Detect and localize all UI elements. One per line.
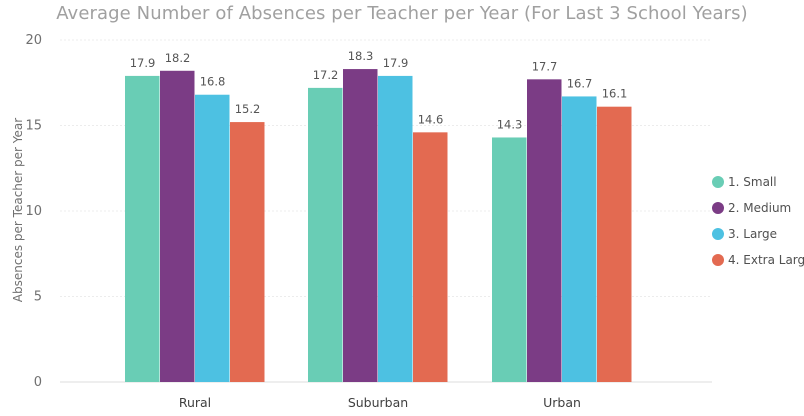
bar-rural-4[interactable] xyxy=(230,122,265,382)
y-tick-label: 15 xyxy=(25,119,42,134)
legend-item[interactable]: 1. Small xyxy=(712,175,777,189)
data-label: 16.7 xyxy=(567,76,593,90)
data-label: 18.2 xyxy=(165,51,191,65)
y-tick-label: 10 xyxy=(25,204,42,219)
y-axis-label: Absences per Teacher per Year xyxy=(11,118,25,302)
data-label: 17.9 xyxy=(383,56,409,70)
data-label: 17.9 xyxy=(130,56,156,70)
bar-rural-2[interactable] xyxy=(160,70,195,382)
bar-suburban-3[interactable] xyxy=(378,75,413,382)
legend-item[interactable]: 4. Extra Large xyxy=(712,253,804,267)
data-label: 17.2 xyxy=(313,68,339,82)
data-label: 16.1 xyxy=(602,87,628,101)
data-label: 14.3 xyxy=(497,117,523,131)
bar-suburban-2[interactable] xyxy=(343,69,378,382)
x-tick-label: Suburban xyxy=(348,395,408,410)
x-axis: Rural Suburban Urban xyxy=(179,395,581,410)
y-tick-label: 5 xyxy=(34,290,42,305)
data-labels: 17.9 18.2 16.8 15.2 17.2 18.3 17.9 14.6 14.3 17.7… xyxy=(130,49,628,131)
legend-marker xyxy=(712,254,724,266)
legend: 1. Small 2. Medium 3. Large 4. Extra Large xyxy=(712,175,804,267)
data-label: 14.6 xyxy=(418,112,444,126)
x-tick-label: Rural xyxy=(179,395,211,410)
legend-label: 4. Extra Large xyxy=(728,253,804,267)
data-label: 16.8 xyxy=(200,75,226,89)
legend-marker xyxy=(712,202,724,214)
bar-urban-2[interactable] xyxy=(527,79,562,382)
bar-rural-3[interactable] xyxy=(195,94,230,382)
data-label: 17.7 xyxy=(532,59,558,73)
legend-marker xyxy=(712,228,724,240)
bar-urban-3[interactable] xyxy=(562,96,597,383)
bar-suburban-1[interactable] xyxy=(308,87,343,382)
legend-label: 1. Small xyxy=(728,175,777,189)
chart-title: Average Number of Absences per Teacher p… xyxy=(56,3,748,24)
legend-item[interactable]: 2. Medium xyxy=(712,201,791,215)
y-tick-label: 0 xyxy=(34,375,42,390)
bar-urban-4[interactable] xyxy=(597,106,632,382)
y-tick-label: 20 xyxy=(25,33,42,48)
data-label: 18.3 xyxy=(348,49,374,63)
y-axis: 0 5 10 15 20 xyxy=(25,33,42,390)
x-tick-label: Urban xyxy=(543,395,581,410)
legend-item[interactable]: 3. Large xyxy=(712,227,777,241)
bar-suburban-4[interactable] xyxy=(413,132,448,382)
bars xyxy=(125,69,632,383)
legend-label: 2. Medium xyxy=(728,201,791,215)
data-label: 15.2 xyxy=(235,102,261,116)
bar-rural-1[interactable] xyxy=(125,75,160,382)
legend-marker xyxy=(712,176,724,188)
legend-label: 3. Large xyxy=(728,227,777,241)
bar-urban-1[interactable] xyxy=(492,137,527,382)
